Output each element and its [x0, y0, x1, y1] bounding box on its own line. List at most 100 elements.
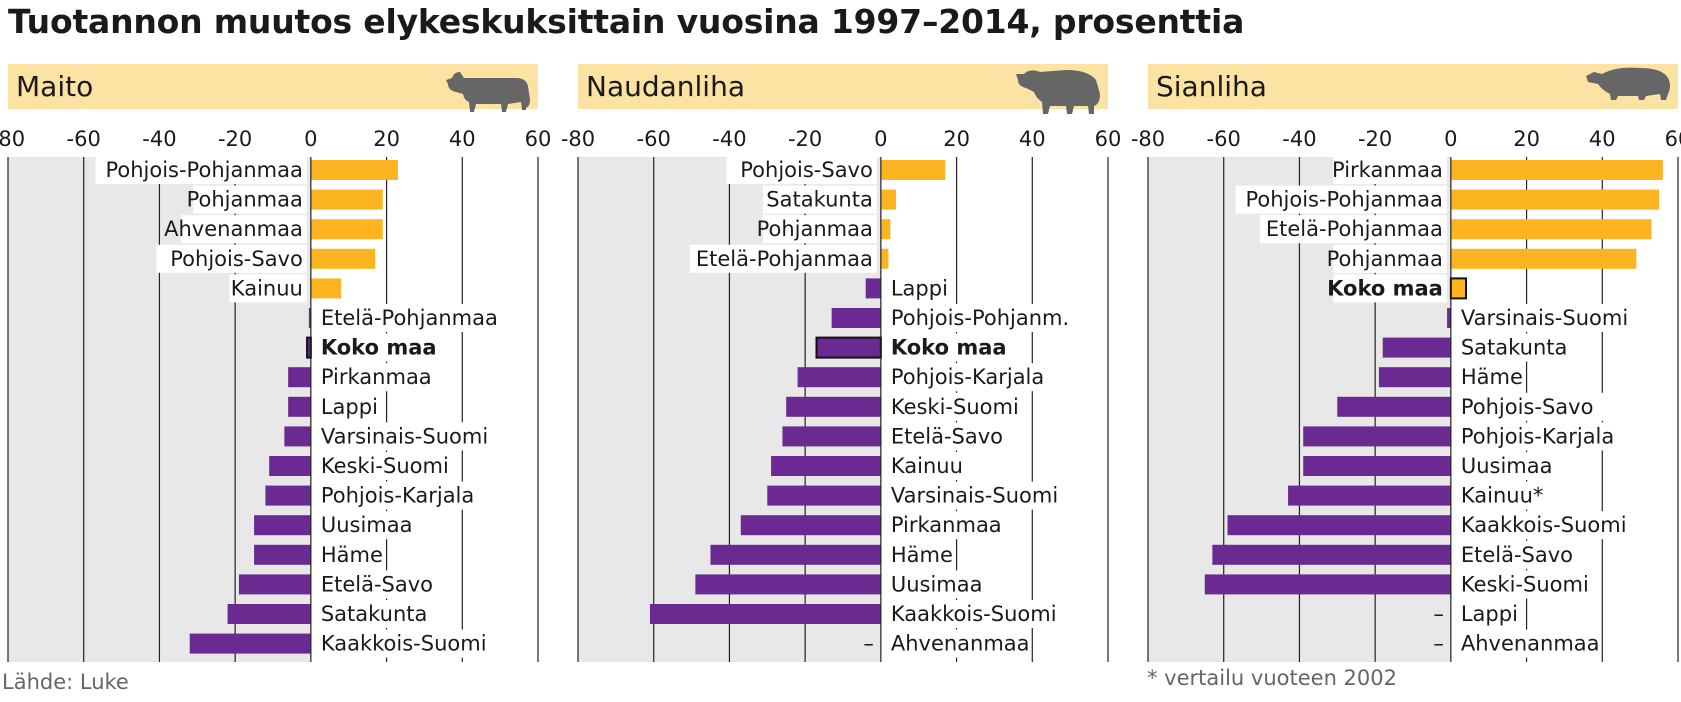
x-tick-label: 60	[1665, 127, 1681, 151]
label-backing	[317, 570, 446, 599]
label-backing	[1333, 156, 1447, 184]
bar	[880, 248, 889, 269]
bar	[797, 367, 881, 388]
chart-panel: Sianliha -80 -60 -40 -20 0 20 40 60 Pirkanmaa Pohj…	[1131, 64, 1681, 662]
label-backing	[763, 185, 877, 214]
panel-title: Maito	[16, 70, 93, 103]
x-tick-label: -40	[142, 127, 176, 151]
bar	[649, 604, 881, 624]
bar	[288, 367, 311, 388]
label-backing	[156, 244, 307, 273]
label-backing	[1457, 481, 1550, 510]
bar	[254, 515, 311, 536]
bar	[189, 633, 311, 654]
category-label: Keski-Suomi	[321, 454, 449, 478]
panel-title: Naudanliha	[586, 70, 745, 103]
label-backing	[317, 629, 495, 658]
category-label: Pohjois-Pohjanmaa	[1245, 188, 1442, 212]
category-label: Lappi	[321, 395, 378, 419]
category-label: Satakunta	[321, 602, 428, 626]
source-note: Lähde: Luke	[2, 670, 129, 694]
bar	[1450, 248, 1637, 269]
cow-icon	[446, 72, 530, 112]
category-label: Lappi	[1461, 602, 1518, 626]
bar	[1227, 515, 1451, 536]
category-label: Etelä-Savo	[321, 572, 433, 596]
category-label: Lappi	[891, 276, 948, 300]
bar	[1212, 544, 1451, 565]
label-backing	[1235, 185, 1447, 214]
label-backing	[193, 185, 307, 214]
label-backing	[887, 452, 968, 480]
bar	[1450, 189, 1660, 210]
label-backing	[887, 570, 980, 599]
category-label: Uusimaa	[321, 513, 413, 537]
label-backing	[1457, 363, 1513, 392]
label-backing	[317, 333, 434, 362]
bar	[815, 336, 882, 359]
x-tick-label: -60	[637, 127, 671, 151]
bar	[771, 456, 881, 476]
chart-panel: Naudanliha -80 -60 -40 -20 0 20 40 60 Pohjois-Sav…	[561, 64, 1121, 662]
x-tick-label: 0	[874, 127, 887, 151]
category-label: Ahvenanmaa	[891, 632, 1030, 656]
label-backing	[1457, 452, 1550, 480]
label-backing	[726, 156, 877, 184]
x-tick-label: 20	[943, 127, 970, 151]
bar	[1450, 219, 1652, 240]
chart-main-title: Tuotannon muutos elykeskuksittain vuosin…	[8, 2, 1245, 41]
bar	[710, 544, 881, 565]
category-label: Kaakkois-Suomi	[891, 602, 1057, 626]
label-backing	[887, 422, 1016, 451]
label-backing	[317, 363, 434, 392]
bar	[880, 219, 891, 240]
x-tick-label: 20	[373, 127, 400, 151]
category-label: Pohjois-Pohjanmaa	[105, 158, 302, 182]
no-data-mark: –	[863, 632, 874, 656]
category-label: Ahvenanmaa	[1461, 632, 1600, 656]
label-backing	[887, 274, 955, 303]
category-label: Pohjois-Savo	[1461, 395, 1594, 419]
category-label: Etelä-Savo	[1461, 543, 1573, 567]
x-tick-label: 60	[525, 127, 552, 151]
category-label: Pohjanmaa	[1327, 247, 1443, 271]
x-tick-label: -20	[788, 127, 822, 151]
label-backing	[887, 511, 1004, 540]
chart-panel: Maito -80 -60 -40 -20 0 20 40 60 Pohjois-Pohjanma…	[0, 64, 551, 662]
label-backing	[689, 244, 877, 273]
label-backing	[1457, 304, 1647, 332]
bar	[695, 574, 881, 595]
x-tick-label: 40	[1019, 127, 1046, 151]
category-label: Varsinais-Suomi	[891, 484, 1058, 508]
bar	[310, 219, 383, 240]
category-label: Pirkanmaa	[321, 365, 432, 389]
label-backing	[1457, 629, 1586, 658]
label-backing	[887, 481, 1077, 510]
label-backing	[763, 215, 877, 244]
bar	[786, 396, 881, 417]
category-label: Satakunta	[1461, 336, 1568, 360]
x-tick-label: 0	[304, 127, 317, 151]
category-label: Pirkanmaa	[891, 513, 1002, 537]
category-label: Varsinais-Suomi	[321, 424, 488, 448]
label-backing	[1259, 215, 1447, 244]
bar	[310, 189, 383, 210]
bar	[1204, 574, 1451, 595]
category-label: Kaakkois-Suomi	[321, 632, 487, 656]
category-label: Keski-Suomi	[1461, 572, 1589, 596]
bar	[1303, 426, 1451, 447]
x-tick-label: 0	[1444, 127, 1457, 151]
bar	[310, 160, 398, 180]
label-backing	[229, 274, 307, 303]
category-label: Varsinais-Suomi	[1461, 306, 1628, 330]
bar	[1288, 485, 1451, 506]
label-backing	[887, 540, 943, 569]
category-label: Satakunta	[766, 188, 873, 212]
bar	[880, 189, 896, 210]
label-backing	[887, 392, 1029, 421]
label-backing	[95, 156, 307, 184]
bar	[1450, 160, 1663, 180]
x-tick-label: -80	[561, 127, 595, 151]
label-backing	[1333, 244, 1447, 273]
